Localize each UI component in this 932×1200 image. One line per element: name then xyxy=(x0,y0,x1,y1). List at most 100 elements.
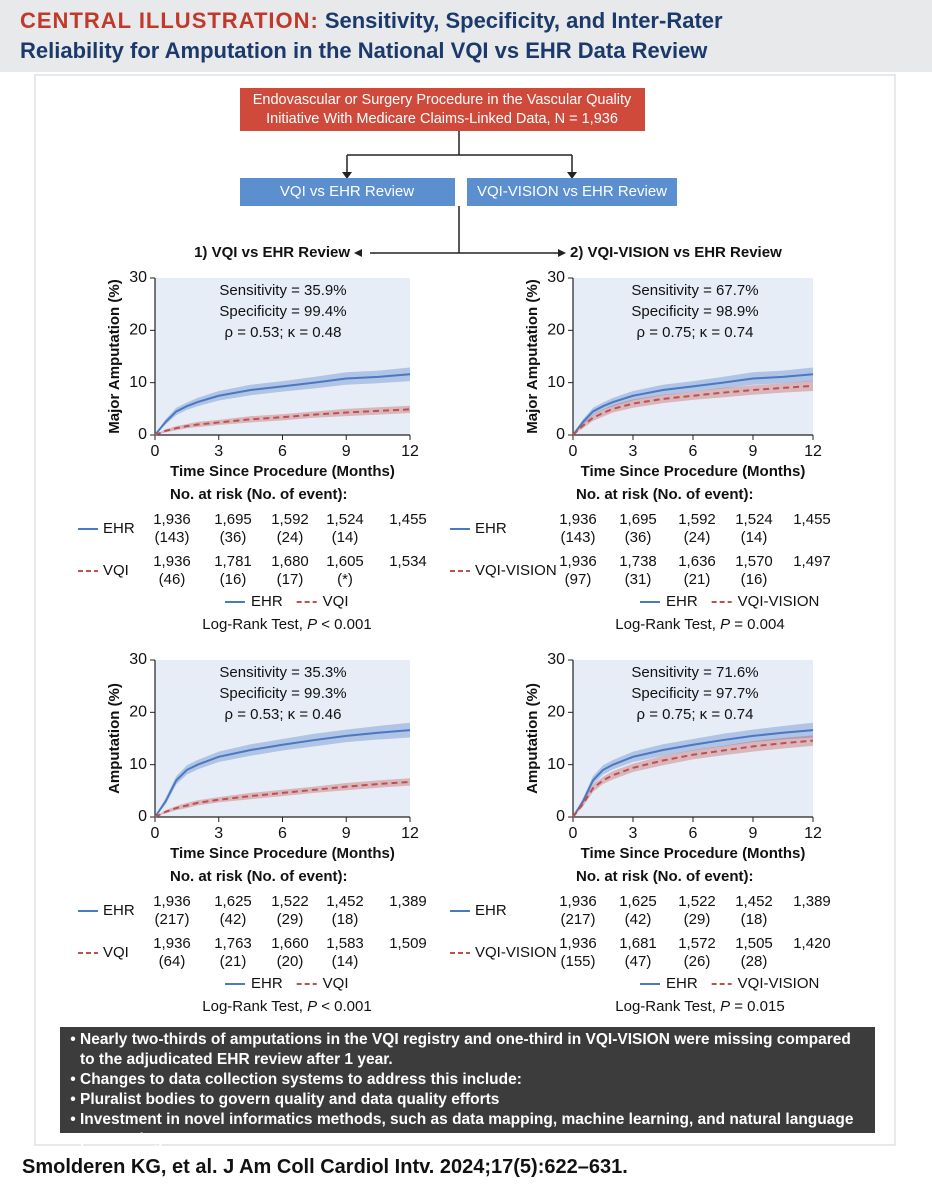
header-title: Reliability for Amputation in the Nation… xyxy=(20,38,708,63)
risk-count: 1,572 xyxy=(678,935,716,952)
y-tick-label: 0 xyxy=(556,426,565,443)
test-result: Log-Rank Test, P < 0.001 xyxy=(202,616,371,633)
flow-box xyxy=(240,178,455,206)
risk-title: No. at risk (No. of event): xyxy=(170,868,348,885)
annotation: Sensitivity = 71.6% xyxy=(631,664,758,681)
risk-events: (47) xyxy=(625,953,652,970)
legend-label: EHR xyxy=(666,975,698,992)
risk-events: (29) xyxy=(277,911,304,928)
risk-count: 1,936 xyxy=(559,553,597,570)
risk-events: (*) xyxy=(337,571,353,588)
risk-events: (14) xyxy=(741,529,768,546)
annotation: Sensitivity = 67.7% xyxy=(631,282,758,299)
section-label: 2) VQI-VISION vs EHR Review xyxy=(570,244,782,261)
risk-count: 1,420 xyxy=(793,935,831,952)
test-text: Log-Rank Test, xyxy=(615,616,720,633)
risk-count: 1,695 xyxy=(619,511,657,528)
x-tick-label: 6 xyxy=(689,443,698,460)
x-tick-label: 9 xyxy=(749,825,758,842)
risk-row-label: VQI xyxy=(103,944,129,961)
section-label: 1) VQI vs EHR Review xyxy=(194,244,350,261)
plot-area xyxy=(155,660,410,817)
legend-label: EHR xyxy=(666,593,698,610)
km-line xyxy=(572,373,814,436)
x-tick-label: 6 xyxy=(689,825,698,842)
risk-row-label: EHR xyxy=(475,520,507,537)
flow-lines xyxy=(346,131,573,254)
risk-count: 1,936 xyxy=(153,935,191,952)
y-axis-title: Major Amputation (%) xyxy=(106,279,123,433)
confidence-band xyxy=(573,735,813,817)
risk-count: 1,936 xyxy=(153,511,191,528)
x-axis-title: Time Since Procedure (Months) xyxy=(581,845,806,862)
annotation: Specificity = 99.4% xyxy=(219,303,346,320)
risk-count: 1,681 xyxy=(619,935,657,952)
x-tick-label: 12 xyxy=(401,825,419,842)
confidence-band xyxy=(573,367,813,435)
y-tick-label: 10 xyxy=(129,756,147,773)
y-tick-label: 10 xyxy=(547,374,565,391)
risk-row-label: EHR xyxy=(475,902,507,919)
risk-count: 1,534 xyxy=(389,553,427,570)
y-tick-label: 20 xyxy=(129,704,147,721)
risk-events: (14) xyxy=(332,953,359,970)
risk-events: (16) xyxy=(741,571,768,588)
flow-box xyxy=(240,88,645,131)
x-tick-label: 3 xyxy=(214,443,223,460)
x-tick-label: 12 xyxy=(401,443,419,460)
risk-events: (155) xyxy=(560,953,595,970)
risk-count: 1,605 xyxy=(326,553,364,570)
y-tick-label: 20 xyxy=(547,322,565,339)
risk-row-label: VQI-VISION xyxy=(475,562,557,579)
km-line xyxy=(154,373,411,436)
y-tick-label: 0 xyxy=(138,426,147,443)
plot-area xyxy=(573,278,813,435)
y-tick-label: 10 xyxy=(129,374,147,391)
risk-events: (217) xyxy=(560,911,595,928)
annotation: ρ = 0.53; κ = 0.48 xyxy=(225,324,342,341)
annotation: Specificity = 98.9% xyxy=(631,303,758,320)
test-text: Log-Rank Test, xyxy=(202,616,307,633)
risk-count: 1,660 xyxy=(271,935,309,952)
risk-events: (143) xyxy=(154,529,189,546)
risk-count: 1,452 xyxy=(735,893,773,910)
risk-events: (24) xyxy=(684,529,711,546)
x-tick-label: 12 xyxy=(804,825,822,842)
risk-count: 1,522 xyxy=(271,893,309,910)
annotation: ρ = 0.75; κ = 0.74 xyxy=(637,706,754,723)
risk-events: (46) xyxy=(159,571,186,588)
risk-count: 1,781 xyxy=(214,553,252,570)
risk-count: 1,625 xyxy=(619,893,657,910)
risk-count: 1,625 xyxy=(214,893,252,910)
risk-count: 1,936 xyxy=(153,893,191,910)
risk-row-label: EHR xyxy=(103,902,135,919)
test-p: P xyxy=(307,998,317,1015)
flow-text: Endovascular or Surgery Procedure in the… xyxy=(253,92,632,108)
title-line: CENTRAL ILLUSTRATION: Sensitivity, Specif… xyxy=(20,8,723,33)
risk-row-label: EHR xyxy=(103,520,135,537)
risk-events: (21) xyxy=(220,953,247,970)
citation: Smolderen KG, et al. J Am Coll Cardiol I… xyxy=(22,1156,628,1178)
km-line xyxy=(572,739,814,818)
risk-title: No. at risk (No. of event): xyxy=(576,486,754,503)
risk-count: 1,505 xyxy=(735,935,773,952)
risk-count: 1,583 xyxy=(326,935,364,952)
test-value: = 0.004 xyxy=(730,616,785,633)
x-tick-label: 9 xyxy=(749,443,758,460)
risk-events: (143) xyxy=(560,529,595,546)
legend-label: EHR xyxy=(251,593,283,610)
x-tick-label: 12 xyxy=(804,443,822,460)
risk-count: 1,936 xyxy=(559,511,597,528)
risk-events: (26) xyxy=(684,953,711,970)
risk-events: (17) xyxy=(277,571,304,588)
x-tick-label: 9 xyxy=(342,443,351,460)
legend-label: VQI-VISION xyxy=(738,593,820,610)
test-result: Log-Rank Test, P < 0.001 xyxy=(202,998,371,1015)
x-tick-label: 9 xyxy=(342,825,351,842)
x-axis-title: Time Since Procedure (Months) xyxy=(581,463,806,480)
y-axis-title: Amputation (%) xyxy=(524,683,541,794)
annotation: Specificity = 99.3% xyxy=(219,685,346,702)
test-text: Log-Rank Test, xyxy=(615,998,720,1015)
